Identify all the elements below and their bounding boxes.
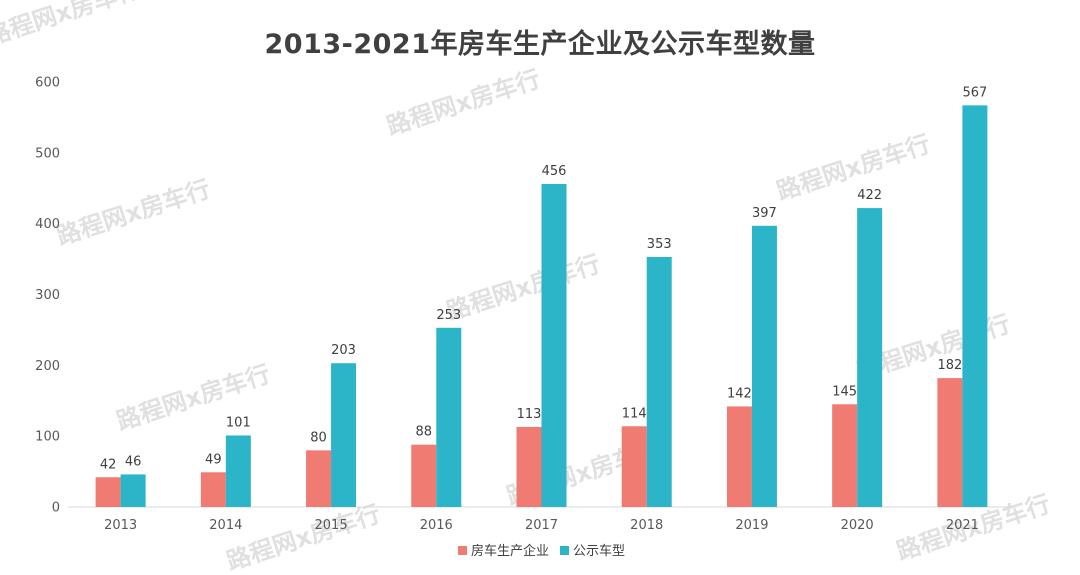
legend-swatch [458, 546, 467, 555]
bars [95, 105, 988, 508]
data-label: 203 [331, 343, 356, 358]
x-tick-label: 2017 [525, 518, 558, 533]
data-label: 422 [857, 188, 882, 203]
data-label: 567 [962, 85, 987, 100]
bar-series-1 [726, 406, 752, 507]
bar-series-1 [516, 426, 542, 507]
y-tick-label: 0 [52, 501, 60, 516]
watermark-text: 路程网x房车行 [443, 250, 603, 326]
data-labels: 42 46 49 101 80 203 88 253 113 456 114 353 142 397 145… [100, 85, 987, 472]
data-label: 46 [125, 454, 142, 469]
data-label: 182 [937, 358, 962, 373]
y-tick-label: 600 [35, 76, 60, 91]
data-label: 113 [517, 407, 542, 422]
data-label: 145 [832, 384, 857, 399]
x-tick-label: 2014 [209, 518, 242, 533]
bar-series-1 [95, 477, 121, 507]
bar-series-1 [621, 426, 647, 507]
data-label: 49 [205, 452, 222, 467]
watermark-text: 路程网x房车行 [383, 65, 543, 141]
y-tick-label: 300 [35, 288, 60, 303]
bar-series-2 [331, 363, 357, 507]
x-tick-label: 2013 [104, 518, 137, 533]
data-label: 101 [226, 415, 251, 430]
data-label: 42 [100, 457, 117, 472]
legend-swatch [560, 546, 569, 555]
y-tick-label: 400 [35, 217, 60, 232]
bar-series-1 [937, 378, 963, 507]
chart-title: 2013-2021年房车生产企业及公示车型数量 [264, 29, 816, 60]
x-tick-label: 2018 [630, 518, 663, 533]
data-label: 114 [622, 406, 647, 421]
x-axis: 2013 2014 2015 2016 2017 2018 2019 2020 2021 [104, 518, 979, 533]
watermark-text: 路程网x房车行 [223, 500, 383, 575]
legend: 房车生产企业 公示车型 [458, 543, 625, 559]
watermark-text: 路程网x房车行 [53, 175, 213, 251]
legend-label: 公示车型 [573, 543, 625, 559]
y-tick-label: 500 [35, 146, 60, 161]
data-label: 142 [727, 386, 752, 401]
x-tick-label: 2020 [841, 518, 874, 533]
x-tick-label: 2021 [946, 518, 979, 533]
bar-series-2 [225, 435, 251, 507]
bar-series-2 [751, 225, 777, 507]
bar-series-2 [962, 105, 988, 507]
x-tick-label: 2016 [420, 518, 453, 533]
data-label: 397 [752, 206, 777, 221]
watermark-text: 路程网x房车行 [773, 130, 933, 206]
bar-series-2 [541, 184, 567, 507]
y-tick-label: 100 [35, 430, 60, 445]
bar-series-2 [646, 256, 672, 507]
bar-series-1 [200, 472, 226, 507]
data-label: 88 [416, 425, 433, 440]
bar-series-2 [857, 208, 883, 508]
watermark-text: 路程网x房车行 [0, 0, 144, 51]
y-tick-label: 200 [35, 359, 60, 374]
data-label: 456 [542, 164, 567, 179]
bar-series-2 [120, 474, 146, 507]
data-label: 353 [647, 237, 672, 252]
y-axis: 0 100 200 300 400 500 600 [35, 76, 60, 516]
x-tick-label: 2015 [315, 518, 348, 533]
x-tick-label: 2019 [735, 518, 768, 533]
legend-label: 房车生产企业 [471, 543, 549, 559]
data-label: 253 [436, 308, 461, 323]
bar-series-1 [411, 444, 437, 507]
data-label: 80 [310, 430, 327, 445]
bar-series-2 [436, 327, 462, 507]
bar-series-1 [832, 404, 858, 507]
bar-series-1 [306, 450, 332, 507]
